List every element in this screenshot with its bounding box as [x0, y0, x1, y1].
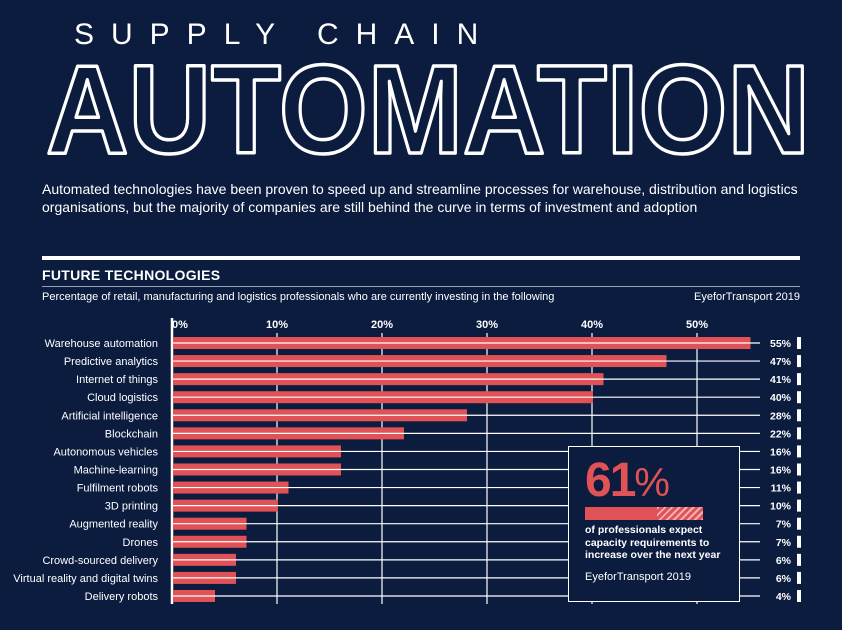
value-marker [797, 463, 801, 476]
chart-subtitle: Percentage of retail, manufacturing and … [42, 291, 555, 303]
x-tick-label: 0% [172, 319, 188, 331]
callout-percent: 61% [585, 453, 670, 508]
x-tick-label: 20% [371, 319, 393, 331]
value-label: 7% [776, 537, 792, 549]
category-label: Crowd-sourced delivery [42, 555, 158, 567]
value-marker [797, 535, 801, 548]
x-tick-label: 10% [266, 319, 288, 331]
callout-box: 61% of professionals expect capacity req… [568, 446, 740, 602]
x-tick-label: 50% [686, 319, 708, 331]
category-label: Delivery robots [85, 591, 159, 603]
value-marker [797, 391, 801, 404]
value-label: 55% [770, 338, 792, 350]
value-label: 6% [776, 555, 792, 567]
category-label: Cloud logistics [87, 392, 158, 404]
category-label: Drones [123, 537, 159, 549]
value-marker [797, 445, 801, 458]
value-marker [797, 481, 801, 494]
value-marker [797, 409, 801, 422]
divider [42, 256, 800, 260]
value-label: 7% [776, 519, 792, 531]
value-label: 28% [770, 410, 792, 422]
value-marker [797, 373, 801, 386]
main-title-text: AUTOMATION [46, 39, 810, 170]
callout-progress-bar [585, 507, 703, 520]
category-label: Machine-learning [74, 464, 158, 476]
value-marker [797, 589, 801, 602]
value-label: 16% [770, 464, 792, 476]
category-label: 3D printing [105, 501, 158, 513]
value-label: 6% [776, 573, 792, 585]
category-label: Fulfilment robots [77, 483, 159, 495]
value-label: 10% [770, 501, 792, 513]
category-label: Predictive analytics [64, 356, 159, 368]
callout-text: of professionals expect capacity require… [585, 524, 721, 561]
title-kicker: SUPPLY CHAIN [74, 18, 496, 51]
value-marker [797, 499, 801, 512]
value-marker [797, 517, 801, 530]
value-marker [797, 427, 801, 440]
value-marker [797, 571, 801, 584]
callout-value: 61 [585, 454, 636, 507]
value-label: 16% [770, 446, 792, 458]
callout-unit: % [634, 461, 670, 505]
callout-progress-remainder [656, 507, 703, 520]
x-tick-label: 40% [581, 319, 603, 331]
value-marker [797, 553, 801, 566]
category-label: Blockchain [105, 428, 158, 440]
value-label: 4% [776, 591, 792, 603]
value-label: 41% [770, 374, 792, 386]
category-label: Augmented reality [69, 519, 158, 531]
value-marker [797, 355, 801, 368]
chart-source: EyeforTransport 2019 [694, 291, 800, 303]
callout-progress-fill [585, 507, 657, 520]
category-label: Warehouse automation [45, 338, 158, 350]
value-marker [797, 337, 801, 349]
category-label: Virtual reality and digital twins [13, 573, 158, 585]
divider [42, 286, 800, 287]
callout-source: EyeforTransport 2019 [585, 571, 691, 583]
category-label: Autonomous vehicles [53, 446, 158, 458]
value-label: 47% [770, 356, 792, 368]
value-label: 11% [771, 483, 792, 495]
value-label: 22% [770, 428, 792, 440]
main-title: AUTOMATION [44, 37, 812, 170]
category-label: Artificial intelligence [61, 410, 158, 422]
value-label: 40% [770, 392, 792, 404]
x-tick-label: 30% [476, 319, 498, 331]
intro-text: Automated technologies have been proven … [42, 181, 798, 215]
category-label: Internet of things [76, 374, 158, 386]
section-title: FUTURE TECHNOLOGIES [42, 267, 221, 283]
